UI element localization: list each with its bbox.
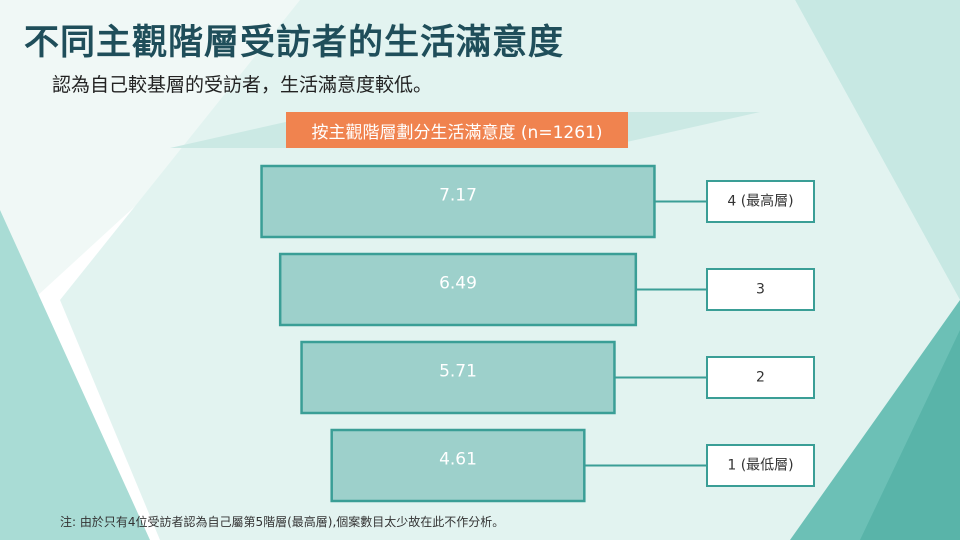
bar-value-label: 5.71 — [439, 362, 477, 382]
chart-title: 按主觀階層劃分生活滿意度 (n=1261) — [286, 112, 628, 148]
page-title: 不同主觀階層受訪者的生活滿意度 — [24, 23, 565, 63]
category-box — [706, 268, 815, 311]
category-box — [706, 180, 815, 223]
page-subtitle: 認為自己較基層的受訪者，生活滿意度較低。 — [52, 74, 433, 96]
bar-value-label: 4.61 — [439, 450, 477, 470]
bar-value-label: 6.49 — [439, 274, 477, 294]
footnote: 注: 由於只有4位受訪者認為自己屬第5階層(最高層),個案數目太少故在此不作分析… — [60, 515, 505, 529]
category-label: 4 (最高層) — [727, 193, 793, 210]
category-box — [706, 356, 815, 399]
category-label: 3 — [756, 282, 765, 298]
category-box — [706, 444, 815, 487]
category-label: 2 — [756, 370, 765, 386]
category-label: 1 (最低層) — [727, 458, 793, 474]
bar-value-label: 7.17 — [439, 186, 477, 206]
bar — [330, 428, 586, 503]
bar — [300, 340, 616, 415]
